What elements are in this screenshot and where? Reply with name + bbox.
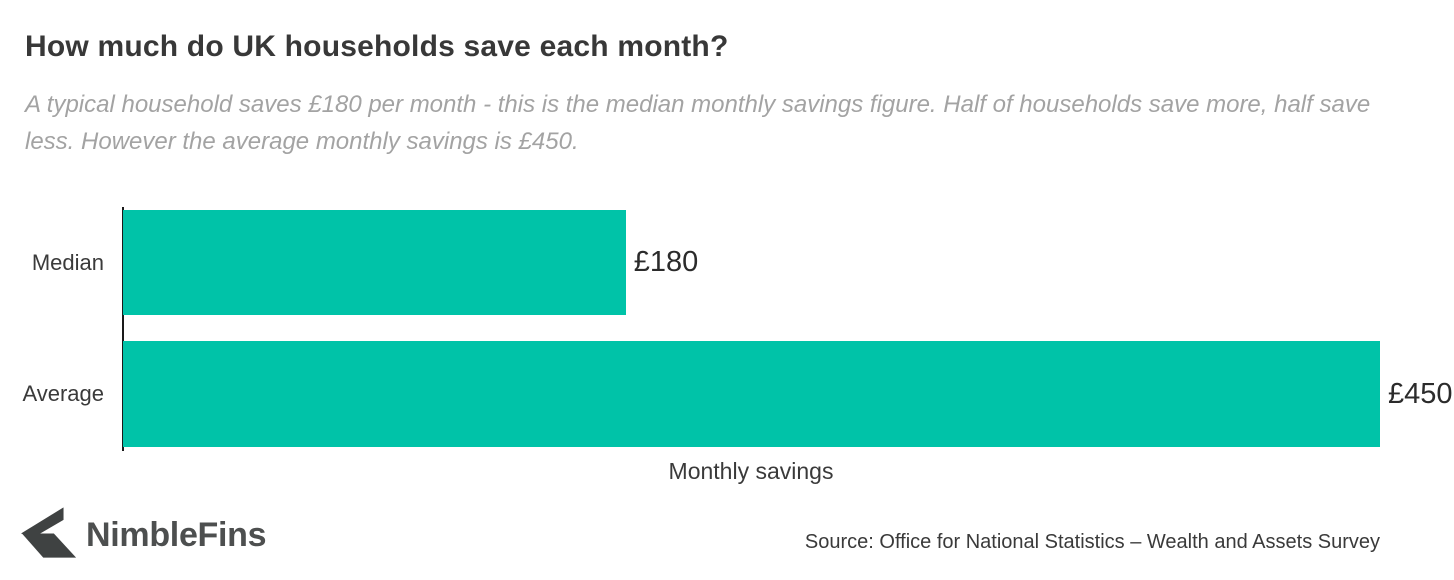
brand-wordmark: NimbleFins (86, 516, 267, 554)
category-label-median: Median (31, 249, 104, 275)
value-label-average: £450 (1388, 377, 1453, 410)
chart-subtitle: A typical household saves £180 per month… (25, 91, 1371, 156)
nimblefins-fin-arrow-icon (21, 506, 79, 564)
category-label-average: Average (22, 381, 104, 406)
y-axis-line (122, 207, 124, 451)
bar-median (123, 210, 626, 315)
value-label-median: £180 (633, 246, 699, 278)
bar-row-average: Average £450 (0, 341, 1454, 447)
bar-track-median: £180 (123, 210, 1380, 315)
x-axis-label: Monthly savings (668, 458, 834, 484)
bar-track-average: £450 (123, 341, 1453, 447)
bar-average (123, 341, 1380, 447)
bar-row-median: Median £180 (0, 210, 1454, 315)
source-attribution: Source: Office for National Statistics –… (804, 531, 1380, 553)
nimblefins-logo: NimbleFins (21, 506, 267, 564)
chart-title: How much do UK households save each mont… (25, 30, 729, 63)
